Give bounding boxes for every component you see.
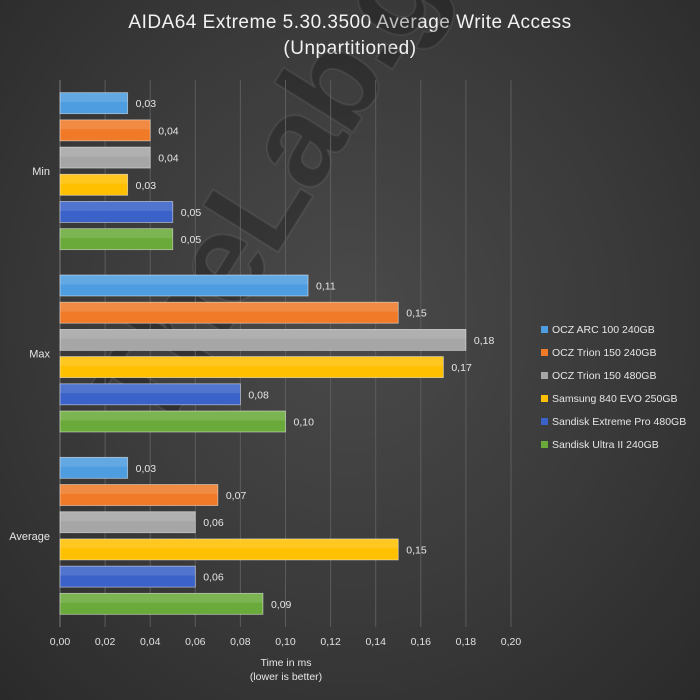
bar bbox=[59, 410, 286, 433]
bar-highlight bbox=[60, 484, 218, 494]
category-label: Max bbox=[29, 349, 50, 361]
x-tick-label: 0,04 bbox=[140, 636, 161, 648]
data-label: 0,15 bbox=[406, 544, 427, 556]
bar-highlight bbox=[60, 457, 128, 467]
legend-item: OCZ Trion 150 480GB bbox=[541, 364, 686, 387]
bar-highlight bbox=[60, 275, 309, 285]
legend-label: OCZ Trion 150 480GB bbox=[552, 369, 657, 382]
bar-highlight bbox=[60, 411, 286, 421]
x-axis-subtitle: (lower is better) bbox=[249, 671, 323, 683]
bar-highlight bbox=[60, 511, 196, 522]
bar bbox=[59, 328, 467, 351]
data-label: 0,17 bbox=[451, 362, 472, 374]
data-label: 0,03 bbox=[136, 463, 157, 475]
bar bbox=[59, 274, 309, 297]
bar-highlight bbox=[60, 174, 128, 184]
bar-highlight bbox=[60, 329, 466, 339]
data-label: 0,07 bbox=[226, 490, 247, 502]
chart-subtitle: (Unpartitioned) bbox=[283, 38, 417, 59]
x-axis-title: Time in ms bbox=[260, 657, 312, 669]
bar bbox=[59, 456, 129, 479]
bar bbox=[59, 201, 174, 223]
bar-highlight bbox=[60, 538, 399, 549]
bar-highlight bbox=[60, 356, 444, 367]
data-label: 0,15 bbox=[406, 308, 427, 320]
data-label: 0,06 bbox=[203, 572, 224, 584]
data-label: 0,10 bbox=[294, 417, 315, 429]
bar bbox=[59, 383, 241, 406]
bar bbox=[59, 484, 219, 506]
bar-highlight bbox=[60, 228, 173, 239]
category-label: Min bbox=[32, 166, 50, 178]
bar bbox=[59, 592, 264, 615]
bar bbox=[59, 565, 196, 588]
bar bbox=[59, 228, 174, 251]
bar-highlight bbox=[60, 383, 241, 394]
data-label: 0,04 bbox=[158, 125, 179, 137]
data-label: 0,03 bbox=[136, 180, 157, 192]
legend-item: Sandisk Ultra II 240GB bbox=[541, 433, 686, 456]
bar bbox=[59, 92, 129, 115]
legend-item: OCZ Trion 150 240GB bbox=[541, 341, 686, 364]
x-tick-label: 0,16 bbox=[411, 636, 432, 648]
legend-label: Sandisk Ultra II 240GB bbox=[552, 438, 659, 451]
bar bbox=[59, 119, 151, 142]
bar bbox=[59, 538, 399, 561]
legend-item: OCZ ARC 100 240GB bbox=[541, 318, 686, 341]
legend-swatch bbox=[541, 418, 548, 425]
bar-highlight bbox=[60, 593, 263, 603]
bar-highlight bbox=[60, 201, 173, 211]
bar bbox=[59, 146, 151, 169]
bar-highlight bbox=[60, 119, 151, 130]
data-label: 0,04 bbox=[158, 153, 179, 165]
x-tick-label: 0,12 bbox=[320, 636, 341, 648]
x-tick-label: 0,18 bbox=[456, 636, 477, 648]
data-label: 0,11 bbox=[316, 281, 336, 293]
bar-highlight bbox=[60, 566, 196, 576]
legend-label: OCZ ARC 100 240GB bbox=[552, 323, 655, 336]
legend-label: OCZ Trion 150 240GB bbox=[552, 346, 657, 359]
data-label: 0,05 bbox=[181, 234, 202, 246]
x-tick-label: 0,08 bbox=[230, 636, 251, 648]
bar-highlight bbox=[60, 147, 151, 157]
legend-swatch bbox=[541, 326, 548, 333]
bar-highlight bbox=[60, 92, 128, 103]
legend-label: Sandisk Extreme Pro 480GB bbox=[552, 415, 687, 428]
bar-highlight bbox=[60, 302, 399, 312]
x-tick-label: 0,14 bbox=[365, 636, 386, 648]
chart-title: AIDA64 Extreme 5.30.3500 Average Write A… bbox=[128, 12, 572, 33]
data-label: 0,06 bbox=[203, 517, 224, 529]
data-label: 0,09 bbox=[271, 599, 292, 611]
legend-swatch bbox=[541, 441, 548, 448]
x-tick-label: 0,10 bbox=[275, 636, 296, 648]
legend-item: Samsung 840 EVO 250GB bbox=[541, 387, 686, 410]
legend-swatch bbox=[541, 349, 548, 356]
legend-swatch bbox=[541, 395, 548, 402]
chart-legend: OCZ ARC 100 240GB OCZ Trion 150 240GB OCZ … bbox=[541, 318, 686, 456]
x-tick-label: 0,00 bbox=[50, 636, 71, 648]
data-label: 0,08 bbox=[248, 389, 269, 401]
x-tick-label: 0,20 bbox=[501, 636, 522, 648]
legend-label: Samsung 840 EVO 250GB bbox=[552, 392, 678, 405]
bar bbox=[59, 301, 399, 324]
data-label: 0,05 bbox=[181, 207, 202, 219]
x-tick-label: 0,02 bbox=[95, 636, 116, 648]
bar bbox=[59, 173, 129, 196]
data-label: 0,03 bbox=[136, 98, 157, 110]
legend-item: Sandisk Extreme Pro 480GB bbox=[541, 410, 686, 433]
x-tick-label: 0,06 bbox=[185, 636, 206, 648]
legend-swatch bbox=[541, 372, 548, 379]
bar bbox=[59, 511, 196, 534]
category-label: Average bbox=[9, 531, 50, 543]
data-label: 0,18 bbox=[474, 335, 495, 347]
bar bbox=[59, 356, 444, 379]
